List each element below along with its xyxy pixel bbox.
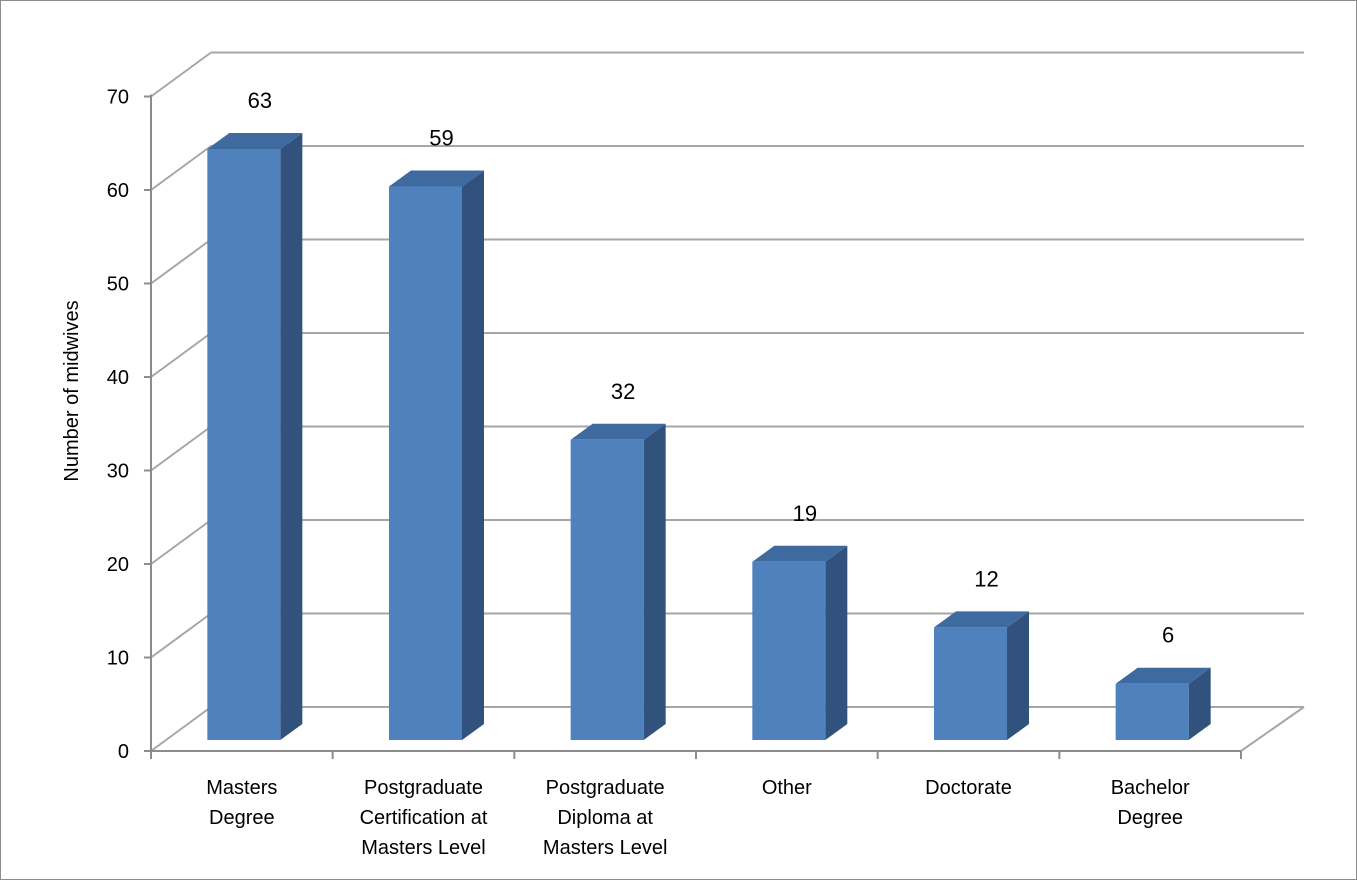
x-tick-label: Doctorate (925, 777, 1012, 799)
y-tick-label: 60 (107, 180, 129, 202)
grid-layer (150, 51, 1305, 752)
bar-front (570, 439, 644, 740)
data-label: 63 (248, 88, 272, 113)
x-tick-label-line: Postgraduate (364, 777, 483, 799)
bar-top (207, 133, 303, 149)
x-tick-label-line: Certification at (360, 807, 488, 829)
y-axis-title: Number of midwives (61, 300, 83, 481)
axis-layer (144, 94, 1242, 759)
bar-top (1115, 667, 1211, 684)
x-tick-label: Postgraduate Certification at Masters Leve… (360, 777, 488, 859)
x-tick-label: Postgraduate Diploma at Masters Level (543, 777, 668, 859)
side-wall-line (150, 519, 212, 565)
x-tick-label-line: Diploma at (557, 807, 653, 829)
side-wall-line (150, 706, 212, 752)
side-wall-line (150, 145, 212, 191)
x-tick-label-line: Masters (206, 777, 277, 799)
bar (389, 170, 484, 740)
data-label: 59 (429, 126, 453, 151)
y-tick-label: 0 (118, 741, 129, 763)
side-wall-line (150, 238, 212, 285)
bar-top (570, 423, 666, 440)
bar-side (1188, 667, 1211, 740)
bar-front (1115, 683, 1189, 740)
floor-edge (1240, 706, 1305, 752)
y-tick-label: 10 (107, 648, 129, 670)
bar (207, 133, 303, 740)
y-tick-label: 70 (107, 87, 129, 109)
x-tick-label-line: Bachelor (1111, 777, 1190, 799)
data-label: 6 (1162, 623, 1174, 648)
data-label: 12 (974, 566, 998, 591)
bar-front (752, 561, 826, 740)
bar-side (1007, 611, 1029, 740)
bar-side (643, 423, 666, 740)
bar-top (752, 545, 848, 562)
bar-side (280, 133, 303, 740)
bar (570, 423, 666, 740)
y-tick-label: 40 (107, 367, 129, 389)
bar (934, 611, 1029, 740)
bar-side (825, 545, 848, 740)
x-tick-label-line: Degree (1117, 807, 1183, 829)
bar-side (462, 170, 484, 740)
bars-layer (207, 133, 1211, 740)
bar-top (934, 611, 1029, 628)
bar (752, 545, 848, 740)
side-wall-line (150, 51, 212, 98)
bar-front (934, 627, 1007, 740)
x-tick-label-line: Degree (209, 807, 275, 829)
data-label: 19 (793, 501, 817, 526)
labels-layer: 0 10 20 30 40 50 60 70 63 Masters Degree 59 Postgrad… (107, 87, 1190, 860)
bar-top (389, 170, 484, 187)
x-tick-label: Other (762, 777, 812, 799)
side-wall-line (150, 425, 212, 472)
x-tick-label-line: Masters Level (361, 837, 486, 859)
x-tick-label: Bachelor Degree (1111, 777, 1190, 829)
x-tick-label-line: Masters Level (543, 837, 668, 859)
x-tick-label-line: Postgraduate (546, 777, 665, 799)
side-wall-line (150, 332, 212, 378)
data-label: 32 (611, 379, 635, 404)
y-tick-label: 30 (107, 461, 129, 483)
bar (1115, 667, 1211, 740)
side-wall-line (150, 612, 212, 659)
y-tick-label: 50 (107, 274, 129, 296)
bar-front (207, 149, 281, 740)
y-tick-label: 20 (107, 554, 129, 576)
x-tick-label: Masters Degree (206, 777, 277, 829)
x-tick-label-line: Doctorate (925, 777, 1012, 799)
x-tick-label-line: Other (762, 777, 812, 799)
bar-front (389, 186, 462, 740)
